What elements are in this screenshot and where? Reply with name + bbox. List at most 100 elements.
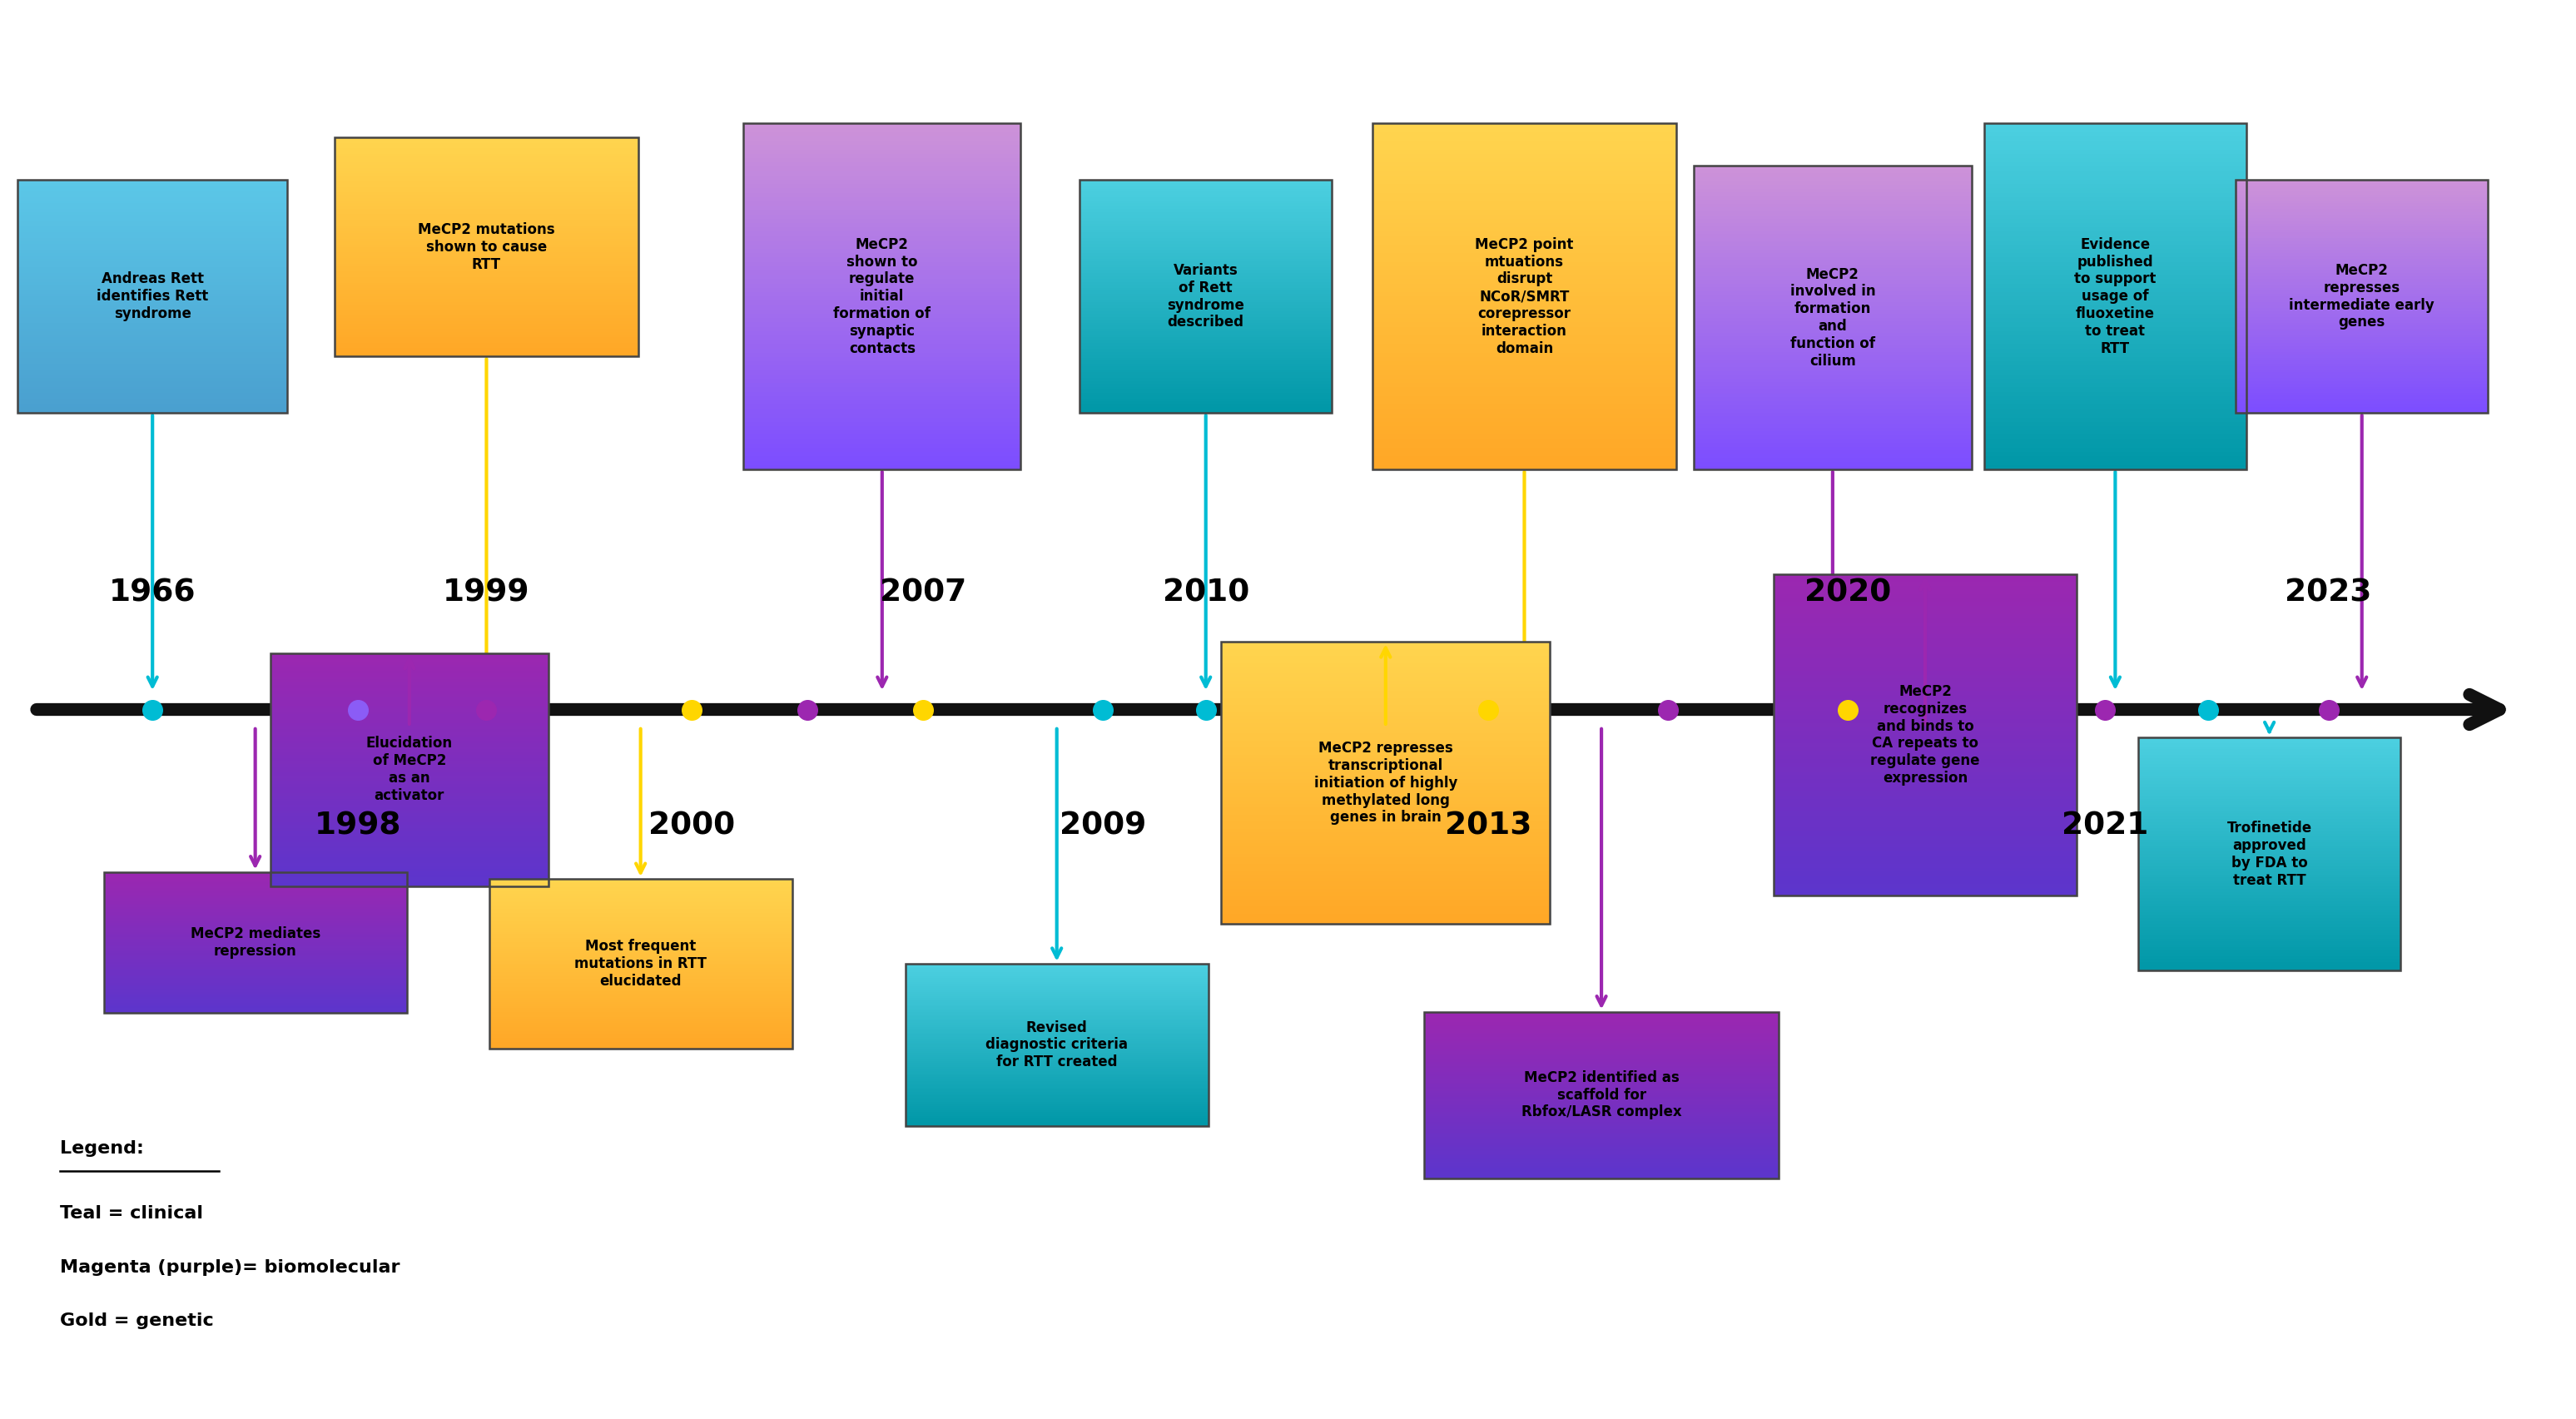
Bar [103, 912, 407, 914]
Bar [270, 705, 549, 708]
Bar [1695, 329, 1971, 333]
Bar [1984, 280, 2246, 284]
Bar [335, 194, 639, 197]
Bar [2138, 744, 2401, 746]
Bar [1695, 302, 1971, 307]
Bar [1425, 1128, 1777, 1131]
Text: 1966: 1966 [108, 578, 196, 607]
Bar [18, 244, 289, 247]
Bar [1079, 319, 1332, 322]
Bar [1984, 326, 2246, 331]
Bar [335, 200, 639, 203]
Bar [489, 966, 793, 968]
Bar [2138, 893, 2401, 895]
Bar [1772, 582, 2076, 586]
Bar [904, 1047, 1208, 1049]
Bar [2138, 782, 2401, 785]
Bar [1695, 223, 1971, 227]
Bar [1373, 140, 1677, 145]
Bar [1221, 822, 1551, 826]
Bar [1772, 771, 2076, 775]
Bar [2236, 393, 2488, 396]
Bar [1221, 776, 1551, 779]
Bar [1425, 1101, 1777, 1104]
Bar [335, 297, 639, 299]
Bar [335, 138, 639, 356]
Text: MeCP2
involved in
formation
and
function of
cilium: MeCP2 involved in formation and function… [1790, 267, 1875, 369]
Bar [744, 271, 1020, 275]
Bar [1079, 372, 1332, 375]
Bar [103, 900, 407, 902]
Bar [2138, 932, 2401, 935]
Bar [744, 421, 1020, 426]
Bar [489, 878, 793, 1049]
Bar [904, 1037, 1208, 1039]
Bar [2138, 868, 2401, 871]
Bar [1772, 687, 2076, 691]
Bar [744, 358, 1020, 362]
Bar [489, 992, 793, 993]
Bar [489, 959, 793, 962]
Bar [1425, 1132, 1777, 1135]
Bar [904, 1114, 1208, 1115]
Bar [18, 236, 289, 238]
Bar [1772, 678, 2076, 683]
Bar [489, 972, 793, 975]
Bar [335, 291, 639, 294]
Bar [18, 325, 289, 329]
Bar [2236, 380, 2488, 385]
Bar [1079, 352, 1332, 355]
Bar [1695, 370, 1971, 375]
Bar [1425, 1137, 1777, 1138]
Bar [1772, 775, 2076, 779]
Text: MeCP2 mediates
repression: MeCP2 mediates repression [191, 927, 319, 959]
Bar [489, 894, 793, 895]
Bar [904, 1108, 1208, 1110]
Bar [744, 409, 1020, 413]
Bar [1695, 345, 1971, 348]
Bar [2138, 895, 2401, 898]
Bar [103, 935, 407, 937]
Bar [904, 1122, 1208, 1124]
Bar [1984, 314, 2246, 318]
Bar [1425, 1074, 1777, 1076]
Bar [1772, 823, 2076, 827]
Bar [904, 1061, 1208, 1063]
Bar [2236, 387, 2488, 390]
Bar [335, 299, 639, 302]
Bar [1425, 1013, 1777, 1016]
Bar [744, 453, 1020, 457]
Bar [489, 917, 793, 920]
Bar [270, 722, 549, 727]
Bar [2138, 921, 2401, 924]
Bar [1695, 363, 1971, 368]
Bar [2138, 832, 2401, 834]
Bar [1221, 772, 1551, 776]
Bar [270, 816, 549, 819]
Bar [103, 989, 407, 990]
Bar [1425, 1039, 1777, 1042]
Bar [335, 343, 639, 346]
Bar [2236, 346, 2488, 349]
Bar [1079, 258, 1332, 261]
Bar [1425, 1083, 1777, 1084]
Bar [1772, 691, 2076, 695]
Bar [489, 958, 793, 959]
Bar [2138, 948, 2401, 951]
Bar [744, 162, 1020, 167]
Bar [18, 233, 289, 236]
Bar [1695, 207, 1971, 211]
Bar [904, 976, 1208, 978]
Bar [103, 888, 407, 890]
Bar [904, 1120, 1208, 1122]
Bar [1695, 443, 1971, 447]
Bar [1373, 353, 1677, 358]
Bar [1373, 184, 1677, 189]
Bar [335, 167, 639, 170]
Bar [744, 128, 1020, 132]
Bar [335, 217, 639, 220]
Bar [1079, 294, 1332, 297]
Bar [1984, 409, 2246, 413]
Bar [18, 355, 289, 358]
Bar [103, 958, 407, 961]
